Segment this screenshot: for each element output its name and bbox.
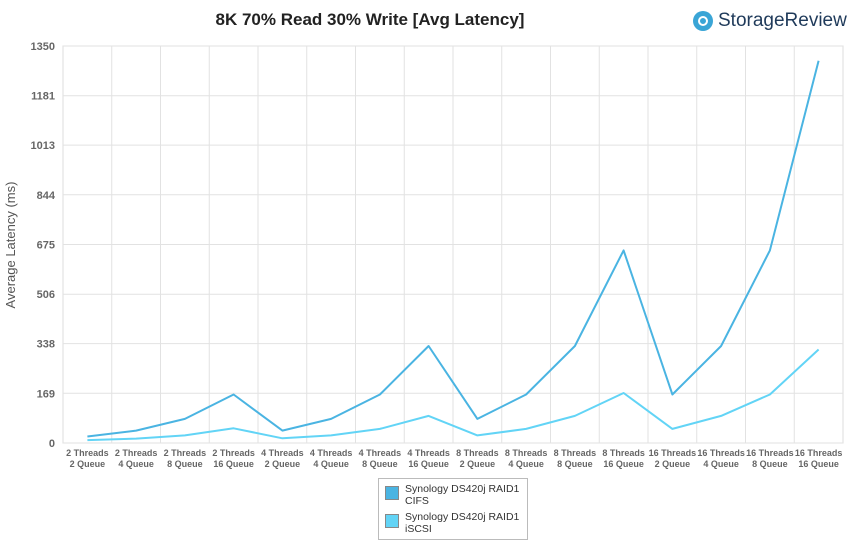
x-axis-ticks: 2 Threads 2 Queue 2 Threads 4 Queue 2 Thread…: [66, 448, 842, 469]
y-axis-ticks: 0 169 338 506 675 844 1013 1181 1350: [31, 41, 56, 450]
x-tick-label: 16 Threads 16 Queue: [795, 448, 843, 469]
y-tick-label: 0: [49, 438, 55, 450]
y-tick-label: 169: [37, 388, 55, 400]
x-tick-label: 8 Threads 16 Queue: [602, 448, 645, 469]
legend-item-cifs[interactable]: Synology DS420j RAID1 CIFS: [385, 483, 521, 507]
gridlines: [62, 45, 844, 444]
series-line-cifs: [87, 60, 820, 438]
legend-label-cifs: Synology DS420j RAID1 CIFS: [405, 483, 520, 507]
legend-item-iscsi[interactable]: Synology DS420j RAID1 iSCSI: [385, 511, 521, 535]
y-axis-label: Average Latency (ms): [3, 182, 18, 309]
y-tick-label: 844: [37, 190, 56, 202]
legend-swatch-iscsi: [385, 514, 399, 528]
brand-name: StorageReview: [718, 10, 847, 31]
legend-swatch-cifs: [385, 486, 399, 500]
x-tick-label: 8 Threads 4 Queue: [505, 448, 548, 469]
y-tick-label: 1181: [31, 91, 55, 103]
legend-label-iscsi: Synology DS420j RAID1 iSCSI: [405, 511, 520, 535]
x-tick-label: 4 Threads 4 Queue: [310, 448, 353, 469]
x-tick-label: 16 Threads 8 Queue: [746, 448, 794, 469]
x-tick-label: 2 Threads 16 Queue: [212, 448, 255, 469]
legend: Synology DS420j RAID1 CIFS Synology DS42…: [378, 478, 528, 540]
storagereview-logo-icon: [693, 11, 713, 31]
brand-logo: StorageReview: [693, 10, 847, 32]
y-tick-label: 506: [37, 289, 55, 301]
line-chart: 0 169 338 506 675 844 1013 1181 1350 2 Threads 2 …: [3, 41, 844, 469]
chart-title: 8K 70% Read 30% Write [Avg Latency]: [215, 10, 525, 29]
x-tick-label: 8 Threads 2 Queue: [456, 448, 499, 469]
series-line-iscsi: [87, 348, 820, 442]
y-tick-label: 675: [37, 240, 55, 252]
x-tick-label: 2 Threads 8 Queue: [164, 448, 207, 469]
x-tick-label: 16 Threads 2 Queue: [649, 448, 697, 469]
x-tick-label: 16 Threads 4 Queue: [697, 448, 745, 469]
y-tick-label: 1350: [31, 41, 55, 53]
x-tick-label: 8 Threads 8 Queue: [554, 448, 597, 469]
x-tick-label: 4 Threads 16 Queue: [407, 448, 450, 469]
y-tick-label: 1013: [31, 140, 55, 152]
series-lines: [87, 60, 820, 442]
x-tick-label: 4 Threads 8 Queue: [359, 448, 402, 469]
y-tick-label: 338: [37, 339, 55, 351]
x-tick-label: 2 Threads 4 Queue: [115, 448, 158, 469]
x-tick-label: 2 Threads 2 Queue: [66, 448, 109, 469]
x-tick-label: 4 Threads 2 Queue: [261, 448, 304, 469]
